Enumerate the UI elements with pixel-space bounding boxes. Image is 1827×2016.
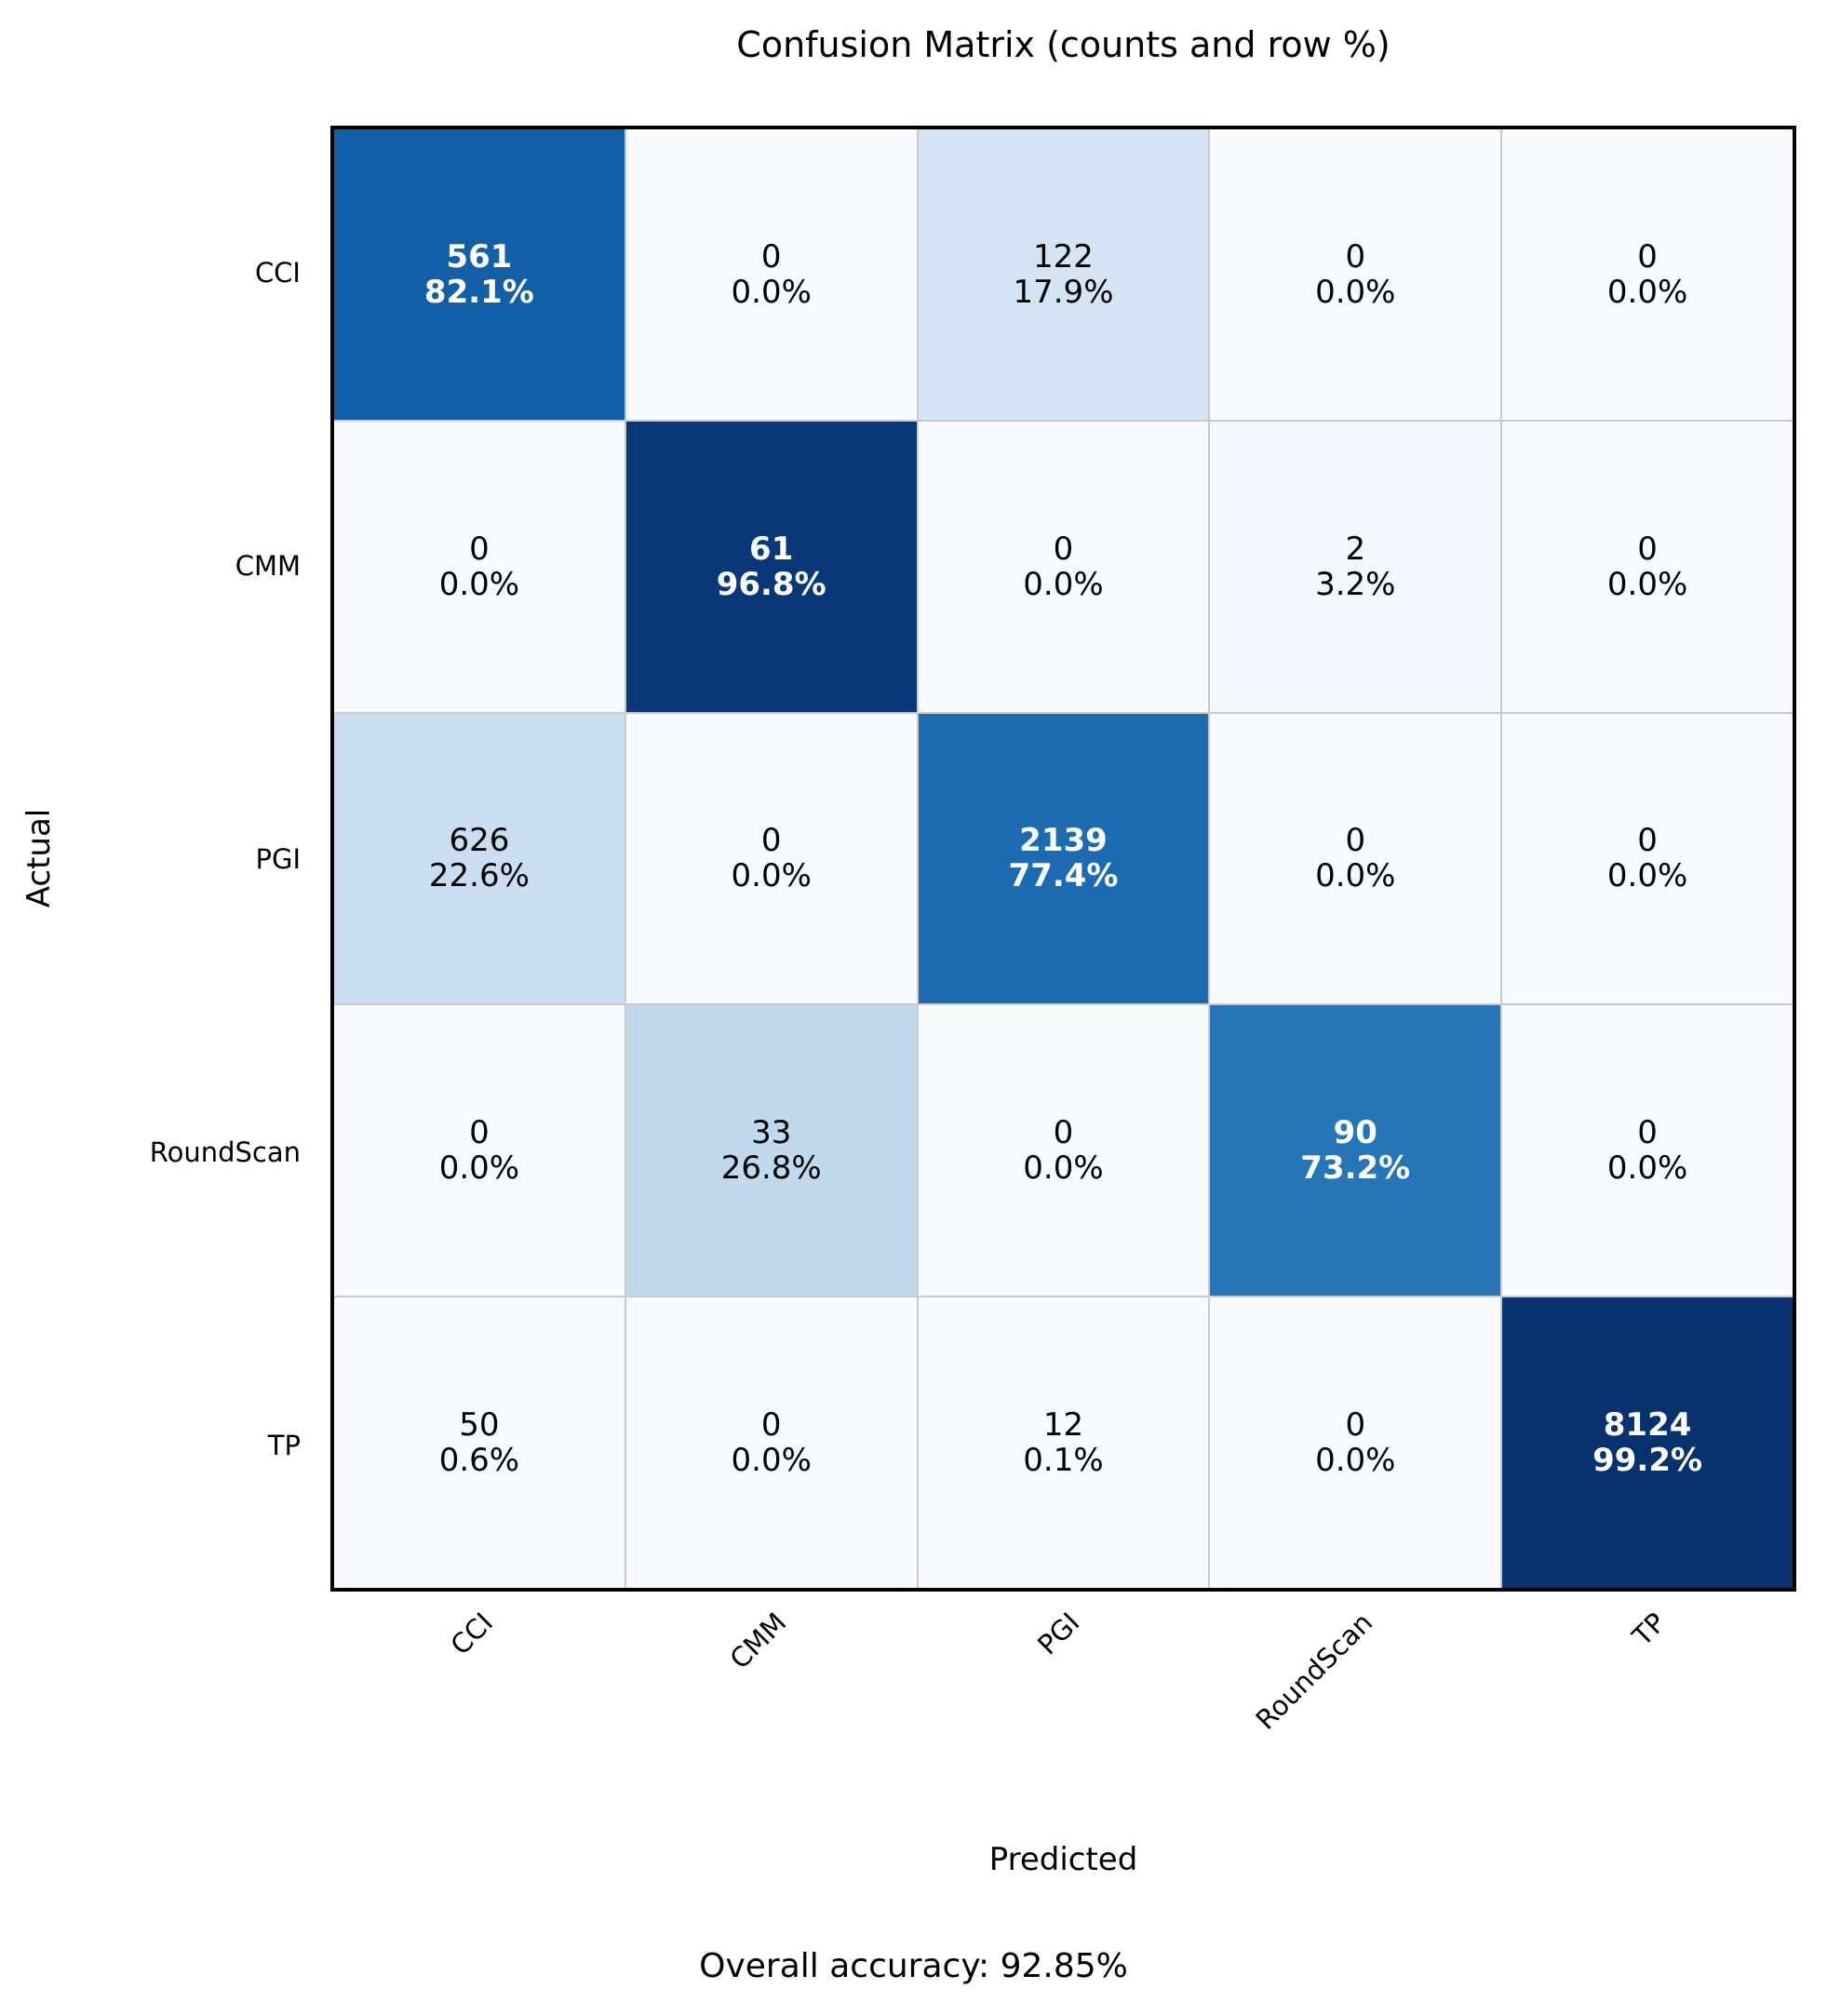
matrix-cell: 61 96.8% bbox=[625, 421, 917, 712]
cell-count: 0 bbox=[1053, 530, 1074, 568]
cell-percent: 96.8% bbox=[716, 565, 826, 603]
y-tick-label: PGI bbox=[255, 842, 301, 875]
cell-count: 0 bbox=[1345, 1406, 1366, 1444]
matrix-cell: 90 73.2% bbox=[1210, 1005, 1501, 1297]
matrix-cell: 0 0.0% bbox=[1210, 1297, 1501, 1588]
matrix-cell: 122 17.9% bbox=[918, 129, 1209, 420]
cell-count: 61 bbox=[749, 530, 794, 568]
x-tick-labels: CCI CMM PGI RoundScan TP bbox=[330, 1593, 1796, 1835]
matrix-cell: 0 0.0% bbox=[1502, 421, 1793, 712]
cell-percent: 0.0% bbox=[1315, 273, 1396, 311]
x-tick-label: PGI bbox=[1031, 1606, 1086, 1661]
matrix-cell: 561 82.1% bbox=[334, 129, 625, 420]
x-tick-label: TP bbox=[1626, 1606, 1673, 1652]
y-tick-label: CCI bbox=[254, 256, 301, 289]
cell-count: 626 bbox=[449, 822, 510, 860]
cell-percent: 0.0% bbox=[438, 1149, 520, 1188]
matrix-cell: 0 0.0% bbox=[1210, 713, 1501, 1004]
matrix-cell: 0 0.0% bbox=[625, 129, 917, 420]
cell-percent: 0.0% bbox=[1315, 857, 1396, 895]
cell-percent: 0.0% bbox=[731, 1442, 812, 1480]
cell-percent: 0.6% bbox=[438, 1442, 520, 1480]
y-tick-labels: CCI CMM PGI RoundScan TP bbox=[0, 126, 314, 1592]
chart-title: Confusion Matrix (counts and row %) bbox=[736, 24, 1390, 65]
cell-count: 0 bbox=[1345, 237, 1366, 276]
y-tick-label: CMM bbox=[235, 549, 301, 582]
cell-count: 50 bbox=[459, 1406, 500, 1444]
cell-percent: 0.0% bbox=[731, 273, 812, 311]
matrix-cell: 2 3.2% bbox=[1210, 421, 1501, 712]
cell-percent: 77.4% bbox=[1008, 857, 1119, 895]
y-tick-label: TP bbox=[267, 1429, 301, 1461]
cell-percent: 82.1% bbox=[423, 273, 534, 311]
cell-count: 2139 bbox=[1019, 822, 1108, 860]
cell-percent: 0.0% bbox=[1315, 1442, 1396, 1480]
cell-percent: 3.2% bbox=[1315, 565, 1396, 603]
cell-count: 0 bbox=[469, 530, 490, 568]
cell-count: 0 bbox=[1637, 822, 1658, 860]
x-tick-label: RoundScan bbox=[1249, 1606, 1379, 1736]
matrix-cell: 0 0.0% bbox=[1210, 129, 1501, 420]
cell-percent: 0.0% bbox=[731, 857, 812, 895]
cell-percent: 0.0% bbox=[1606, 1149, 1688, 1188]
heatmap-grid: 561 82.1% 0 0.0% 122 17.9% 0 0.0% 0 0.0% 0 0.0% 61 96… bbox=[330, 126, 1796, 1592]
cell-count: 8124 bbox=[1603, 1406, 1692, 1444]
cell-percent: 26.8% bbox=[720, 1149, 822, 1188]
matrix-cell: 0 0.0% bbox=[625, 713, 917, 1004]
matrix-cell: 626 22.6% bbox=[334, 713, 625, 1004]
matrix-cell: 0 0.0% bbox=[1502, 129, 1793, 420]
cell-percent: 0.0% bbox=[1023, 1149, 1104, 1188]
cell-percent: 0.0% bbox=[1606, 273, 1688, 311]
cell-count: 0 bbox=[1637, 1114, 1658, 1152]
matrix-cell: 2139 77.4% bbox=[918, 713, 1209, 1004]
cell-count: 0 bbox=[760, 1406, 782, 1444]
cell-percent: 0.1% bbox=[1023, 1442, 1104, 1480]
cell-count: 90 bbox=[1333, 1114, 1377, 1152]
matrix-cell: 0 0.0% bbox=[625, 1297, 917, 1588]
cell-count: 0 bbox=[1637, 237, 1658, 276]
x-tick-slot: TP bbox=[1503, 1593, 1796, 1835]
matrix-cell: 0 0.0% bbox=[918, 421, 1209, 712]
matrix-cell: 33 26.8% bbox=[625, 1005, 917, 1297]
matrix-cell: 0 0.0% bbox=[334, 1005, 625, 1297]
cell-percent: 0.0% bbox=[1023, 565, 1104, 603]
matrix-cell: 50 0.6% bbox=[334, 1297, 625, 1588]
cell-count: 122 bbox=[1033, 237, 1094, 276]
cell-percent: 0.0% bbox=[438, 565, 520, 603]
cell-count: 0 bbox=[469, 1114, 490, 1152]
x-tick-slot: RoundScan bbox=[1210, 1593, 1503, 1835]
x-tick-slot: CCI bbox=[330, 1593, 624, 1835]
x-tick-label: CCI bbox=[444, 1606, 500, 1661]
cell-count: 33 bbox=[751, 1114, 792, 1152]
cell-percent: 73.2% bbox=[1300, 1149, 1411, 1188]
cell-count: 0 bbox=[760, 237, 782, 276]
cell-count: 0 bbox=[1345, 822, 1366, 860]
x-axis-label: Predicted bbox=[988, 1841, 1138, 1878]
y-tick-label: RoundScan bbox=[149, 1136, 301, 1168]
cell-count: 561 bbox=[446, 237, 513, 276]
cell-count: 0 bbox=[1637, 530, 1658, 568]
cell-count: 2 bbox=[1345, 530, 1366, 568]
cell-percent: 0.0% bbox=[1606, 565, 1688, 603]
matrix-cell: 0 0.0% bbox=[334, 421, 625, 712]
cell-percent: 17.9% bbox=[1013, 273, 1114, 311]
matrix-cell: 8124 99.2% bbox=[1502, 1297, 1793, 1588]
matrix-cell: 0 0.0% bbox=[918, 1005, 1209, 1297]
overall-accuracy-text: Overall accuracy: 92.85% bbox=[699, 1947, 1128, 1985]
cell-percent: 0.0% bbox=[1606, 857, 1688, 895]
matrix-cell: 0 0.0% bbox=[1502, 713, 1793, 1004]
cell-count: 12 bbox=[1042, 1406, 1084, 1444]
matrix-cell: 12 0.1% bbox=[918, 1297, 1209, 1588]
cell-percent: 99.2% bbox=[1592, 1442, 1703, 1480]
cell-count: 0 bbox=[760, 822, 782, 860]
x-tick-label: CMM bbox=[723, 1606, 793, 1675]
cell-percent: 22.6% bbox=[428, 857, 530, 895]
x-tick-slot: CMM bbox=[624, 1593, 917, 1835]
x-tick-slot: PGI bbox=[917, 1593, 1210, 1835]
matrix-cell: 0 0.0% bbox=[1502, 1005, 1793, 1297]
cell-count: 0 bbox=[1053, 1114, 1074, 1152]
